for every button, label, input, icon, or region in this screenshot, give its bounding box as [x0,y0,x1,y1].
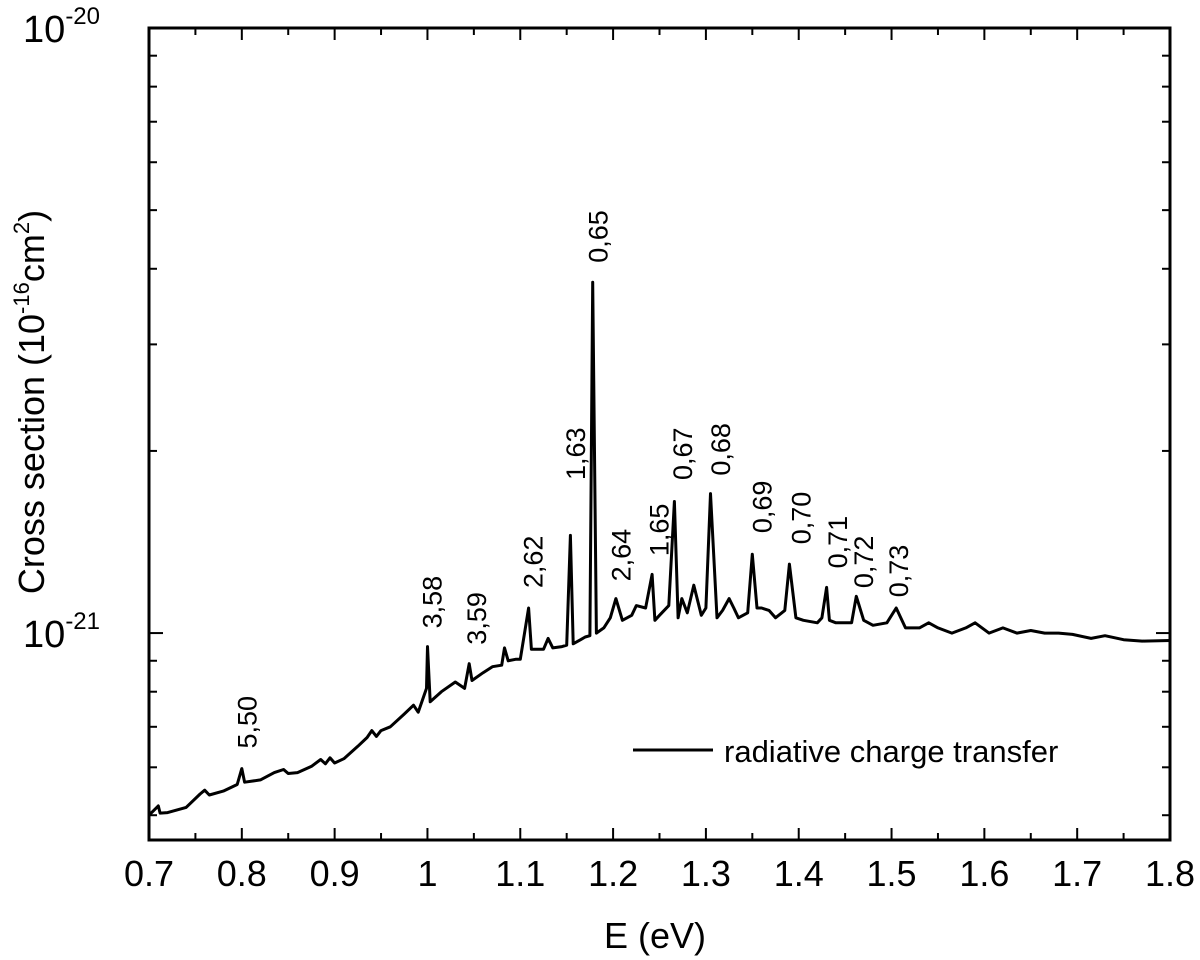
plot-frame [147,26,1172,842]
x-tick-label: 0.7 [124,853,174,894]
y-axis-label-prefix: Cross section (10 [11,314,52,594]
peak-annotation: 3,58 [417,576,447,629]
peak-annotation: 0,70 [787,492,817,545]
series-line-radiative-charge-transfer [147,280,1171,817]
y-axis-label-unit-exponent: 2 [9,222,34,234]
peak-annotation: 1,65 [645,504,675,557]
peak-annotations: 5,50 3,58 3,59 2,62 1,63 0,65 2,64 1,65 0,67 0,68… [233,210,915,748]
peak-annotation: 0,65 [584,210,614,263]
y-tick-label: 10-21 [23,608,100,656]
peak-annotation: 0,68 [706,423,736,476]
plot-area-border [147,26,1172,842]
x-tick-label: 0.9 [310,853,360,894]
x-tick-label: 0.8 [217,853,267,894]
legend-entry-label: radiative charge transfer [724,734,1058,769]
y-axis-label-suffix: ) [11,210,52,222]
x-tick-label: 1 [417,853,437,894]
peak-annotation: 0,72 [849,536,879,589]
peak-annotation: 0,73 [884,545,914,598]
x-axis: 0.7 0.8 0.9 1 1.1 1.2 1.3 1.4 1.5 1.6 1.7 1.8 [124,28,1195,894]
x-tick-label: 1.6 [959,853,1009,894]
peak-annotation: 0,69 [748,481,778,534]
peak-annotation: 2,64 [607,529,637,582]
y-tick-label-base: 10 [23,9,65,51]
x-axis-label: E (eV) [604,915,706,956]
series-layer [147,280,1171,817]
y-axis-label-exponent: -16 [9,282,34,314]
x-tick-label: 1.2 [588,853,638,894]
peak-annotation: 2,62 [519,536,549,589]
x-tick-label: 1.5 [867,853,917,894]
x-tick-label: 1.4 [774,853,824,894]
y-tick-label-exponent: -20 [65,3,100,30]
y-axis-label-unit: cm [11,234,52,282]
x-tick-label: 1.1 [495,853,545,894]
peak-annotation: 3,59 [462,592,492,645]
y-tick-label-exponent: -21 [65,608,100,635]
y-tick-label: 10-20 [23,3,100,51]
peak-annotation: 5,50 [233,696,263,749]
y-axis-label: Cross section (10-16cm2) [9,210,52,594]
peak-annotation: 0,71 [823,516,853,569]
x-tick-label: 1.7 [1052,853,1102,894]
peak-annotation: 1,63 [561,427,591,480]
x-tick-label: 1.3 [681,853,731,894]
y-tick-label-base: 10 [23,614,65,656]
peak-annotation: 0,67 [668,427,698,480]
x-tick-label: 1.8 [1145,853,1195,894]
legend: radiative charge transfer [633,734,1058,769]
